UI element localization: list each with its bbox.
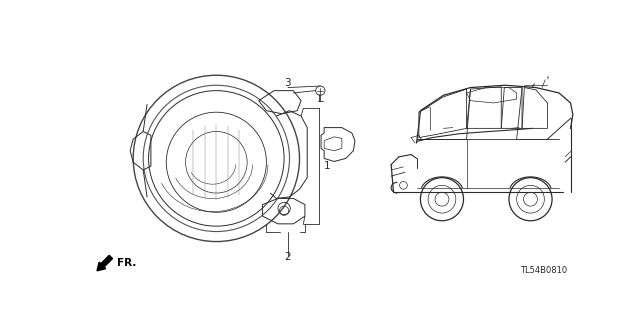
Text: ⚡: ⚡ [545, 76, 549, 81]
FancyArrow shape [97, 255, 113, 271]
Text: TL54B0810: TL54B0810 [520, 266, 566, 275]
Text: 1: 1 [324, 161, 331, 171]
Text: 3: 3 [285, 78, 291, 87]
Text: 2: 2 [285, 252, 291, 262]
Text: FR.: FR. [117, 258, 136, 268]
